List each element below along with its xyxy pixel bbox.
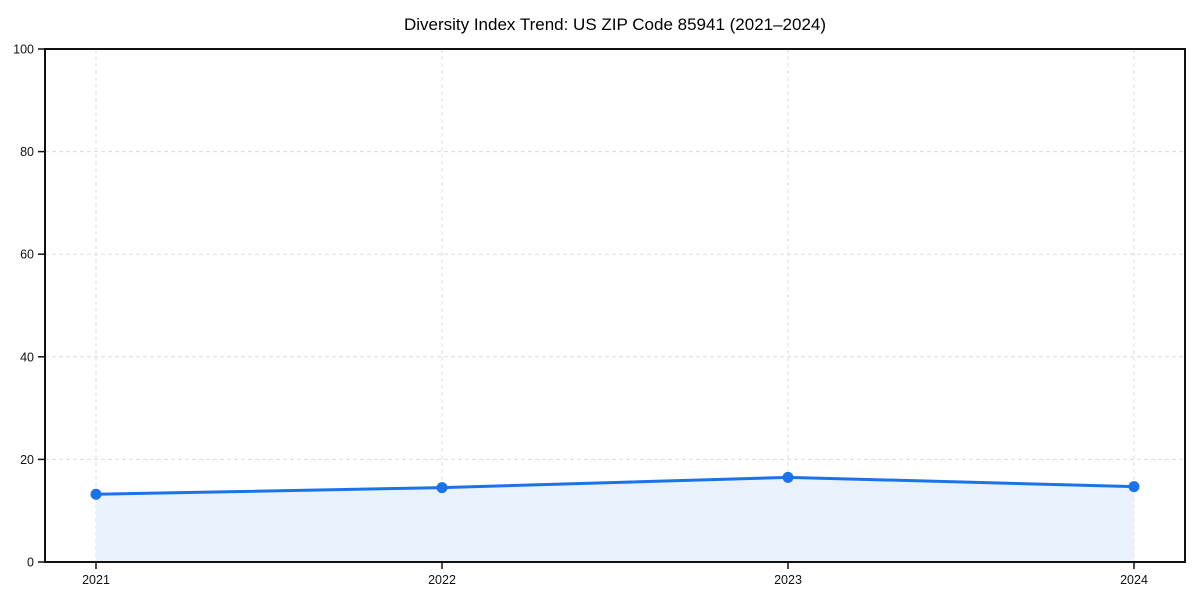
- trend-line: [94, 475, 1136, 496]
- chart-title: Diversity Index Trend: US ZIP Code 85941…: [404, 15, 826, 34]
- data-point-2022: [436, 482, 448, 494]
- data-point-2021: [90, 488, 102, 500]
- y-tick-label: 100: [13, 43, 34, 57]
- y-tick-label: 20: [20, 453, 34, 467]
- y-tick-label: 0: [27, 556, 34, 570]
- y-tick-label: 60: [20, 248, 34, 262]
- area-fill: [96, 477, 1134, 562]
- x-tick-label: 2021: [82, 573, 110, 587]
- y-tick-label: 40: [20, 350, 34, 364]
- x-tick-label: 2022: [428, 573, 456, 587]
- plot-border: [44, 48, 1186, 563]
- x-tick-label: 2023: [774, 573, 802, 587]
- data-point-2023: [782, 471, 794, 483]
- x-tick-label: 2024: [1120, 573, 1148, 587]
- data-point-2024: [1128, 481, 1140, 493]
- y-tick-label: 80: [20, 145, 34, 159]
